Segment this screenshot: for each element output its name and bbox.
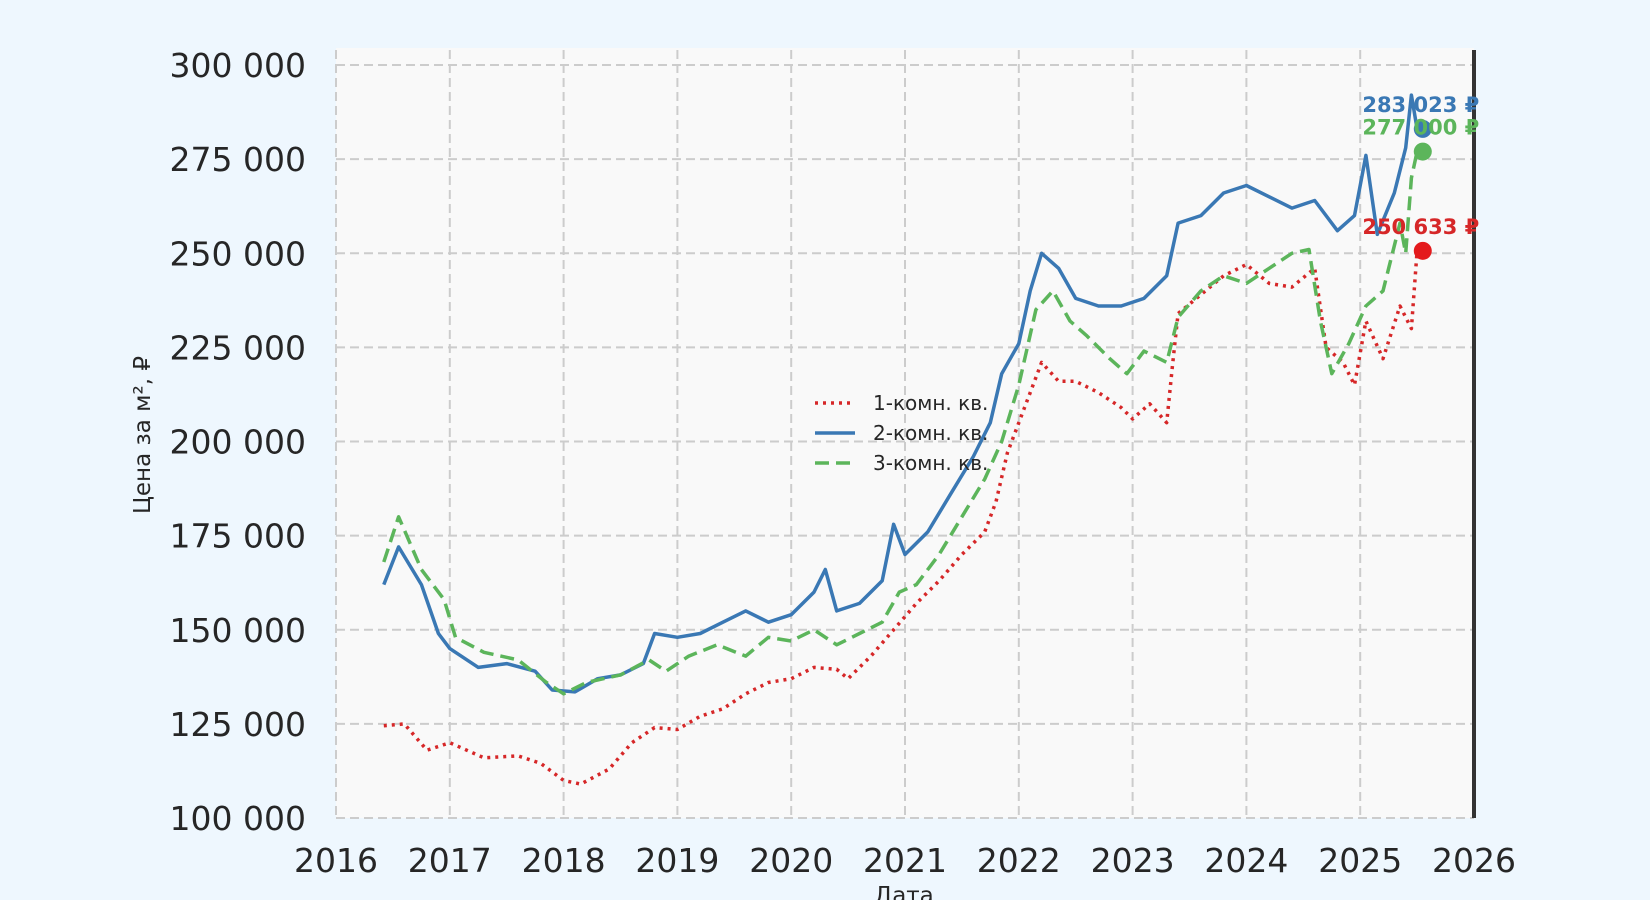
end-value-label: 250 633 ₽ bbox=[1362, 215, 1479, 239]
end-value-label: 283 023 ₽ bbox=[1362, 93, 1479, 117]
y-tick-label: 300 000 bbox=[170, 46, 306, 85]
y-tick-label: 225 000 bbox=[170, 328, 306, 367]
x-tick-label: 2023 bbox=[1091, 841, 1175, 880]
y-tick-label: 150 000 bbox=[170, 611, 306, 650]
x-tick-label: 2019 bbox=[635, 841, 719, 880]
x-tick-label: 2016 bbox=[294, 841, 378, 880]
y-tick-label: 125 000 bbox=[170, 705, 306, 744]
x-tick-label: 2017 bbox=[408, 841, 492, 880]
end-value-label: 277 000 ₽ bbox=[1362, 116, 1479, 140]
legend-label: 2-комн. кв. bbox=[873, 421, 988, 445]
x-tick-label: 2021 bbox=[863, 841, 947, 880]
y-tick-label: 200 000 bbox=[170, 423, 306, 462]
series-line-2 bbox=[382, 93, 1419, 694]
x-axis-label: Дата bbox=[874, 883, 934, 900]
end-marker bbox=[1413, 119, 1432, 138]
x-tick-label: 2024 bbox=[1204, 841, 1288, 880]
end-marker bbox=[1413, 241, 1432, 260]
x-tick-label: 2020 bbox=[749, 841, 833, 880]
y-tick-label: 175 000 bbox=[170, 517, 306, 556]
y-axis-label: Цена за м², ₽ bbox=[130, 356, 156, 514]
legend-label: 1-комн. кв. bbox=[873, 391, 988, 415]
x-axis-ticks: 2016 2017 2018 2019 2020 2021 2022 2023 2024 2025… bbox=[294, 841, 1516, 880]
series-line-3 bbox=[382, 151, 1419, 696]
end-annotations: 283 023 ₽277 000 ₽ 250 633 ₽ bbox=[1362, 93, 1479, 260]
x-tick-label: 2026 bbox=[1432, 841, 1516, 880]
x-tick-label: 2022 bbox=[977, 841, 1061, 880]
y-tick-label: 250 000 bbox=[170, 234, 306, 273]
x-tick-label: 2018 bbox=[522, 841, 606, 880]
y-axis-ticks: 100 000 125 000 150 000 175 000 200 000 225 0… bbox=[170, 46, 306, 838]
x-tick-label: 2025 bbox=[1318, 841, 1402, 880]
end-marker bbox=[1413, 142, 1432, 161]
y-tick-label: 275 000 bbox=[170, 140, 306, 179]
legend-label: 3-комн. кв. bbox=[873, 451, 988, 475]
legend: 1-комн. кв. 2-комн. кв. 3-комн. кв. bbox=[815, 391, 988, 475]
series-line-1 bbox=[383, 250, 1419, 786]
series-lines bbox=[382, 93, 1419, 786]
y-tick-label: 100 000 bbox=[170, 799, 306, 838]
